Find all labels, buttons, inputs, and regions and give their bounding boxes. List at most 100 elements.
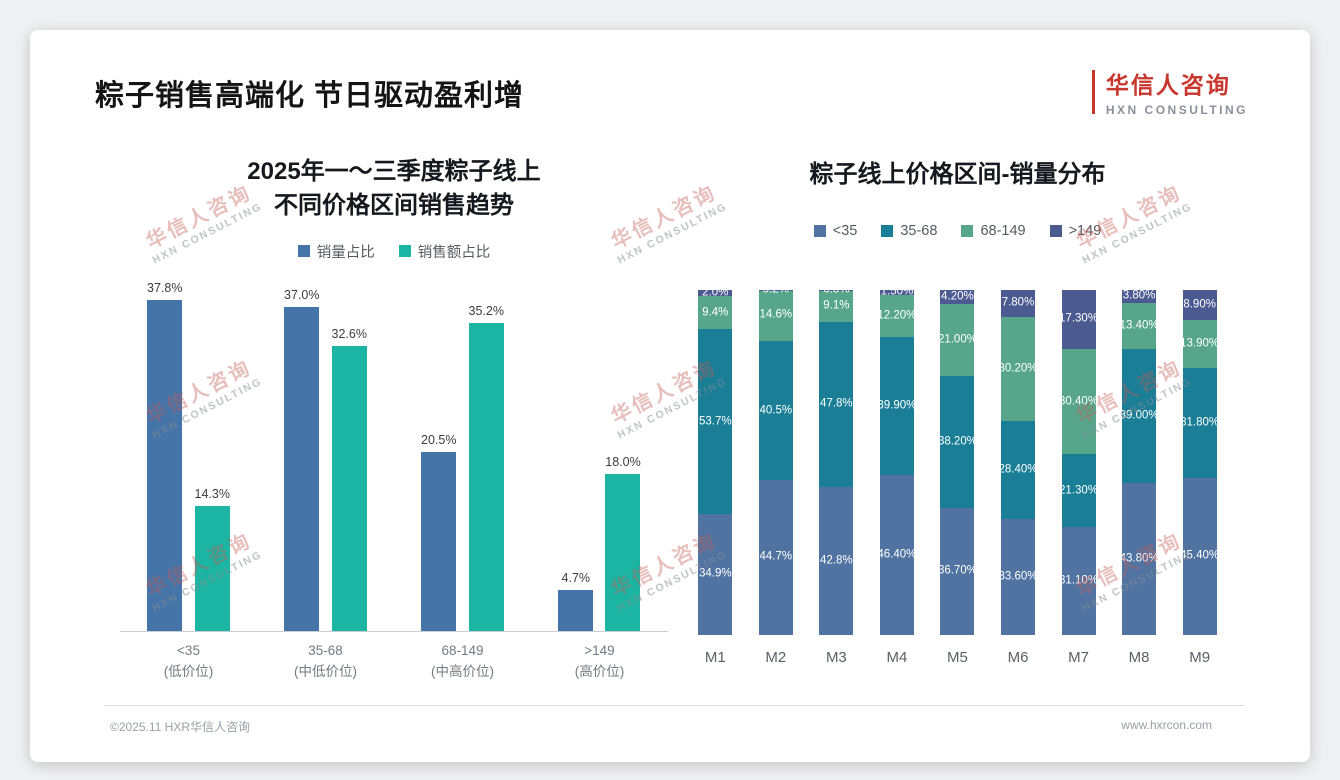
stack-segment: 28.40% [998,420,1038,519]
stack-segment: 0.2% [758,284,793,295]
brand-logo: 华信人咨询 HXN CONSULTING [1091,66,1248,117]
stack-segment: 1.50% [879,286,914,297]
stacked-bar: 43.80% 39.00% 13.40% 3.80% [1119,289,1159,635]
stacked-bar-cell: 44.7% 40.5% 14.6% 0.2% [746,284,807,635]
segment-value-label: 13.90% [1180,337,1220,350]
legend-label: >149 [1068,222,1102,239]
stack-segment: 44.7% [758,480,793,635]
x-axis-label: M8 [1128,648,1150,666]
x-axis-label: <35 (低价位) [120,641,257,683]
bar-group: 37.0% 32.6% [257,288,394,632]
bar-value-label: 20.5% [421,432,457,447]
legend-item: <35 [813,223,857,239]
stack-segment: 3.80% [1122,289,1157,303]
stack-segment: 31.10% [1059,527,1098,635]
segment-value-label: 12.20% [877,309,917,322]
legend-item: 35-68 [881,223,937,239]
segment-value-label: 30.40% [1059,394,1099,407]
stacked-bar-cell: 42.8% 47.8% 9.1% 0.3% [806,284,867,635]
bar [147,300,183,632]
stacked-bar-cell: 34.9% 53.7% 9.4% 2.0% [685,287,746,635]
stack-segment: 45.40% [1180,477,1220,635]
stacked-bar: 34.9% 53.7% 9.4% 2.0% [698,287,733,635]
x-axis-label: >149 (高价位) [531,641,668,683]
left-chart-title: 2025年一～三季度粽子线上 不同价格区间销售趋势 [120,155,668,222]
stack-segment: 0.3% [819,284,854,295]
x-axis-label: M3 [825,648,847,666]
stack-segment: 30.40% [1059,349,1099,454]
stack-segment: 34.9% [698,514,733,635]
logo-accent-bar [1091,69,1095,114]
segment-value-label: 0.2% [762,283,789,296]
left-chart-title-line2: 不同价格区间销售趋势 [274,191,514,219]
legend-item: 68-149 [961,223,1026,239]
segment-value-label: 44.7% [759,550,793,563]
stack-segment: 13.90% [1180,320,1220,369]
segment-value-label: 0.3% [823,283,850,296]
x-axis-label: M7 [1068,648,1089,666]
logo-text-block: 华信人咨询 HXN CONSULTING [1106,66,1248,117]
stacked-bar-cell: 45.40% 31.80% 13.90% 8.90% [1169,289,1230,635]
bar-wrap: 4.7% [558,571,594,632]
segment-value-label: 30.20% [998,361,1038,374]
x-axis-label: 35-68 (中低价位) [257,641,394,683]
stack-segment: 9.4% [698,296,733,329]
stack-segment: 53.7% [698,328,733,515]
x-axis-note: (中低价位) [294,664,357,680]
stack-segment: 7.80% [1001,289,1035,317]
bar-wrap: 32.6% [332,327,367,632]
stacked-bar-cell: 31.10% 21.30% 30.40% 17.30% [1048,289,1109,635]
stack-segment: 36.70% [938,508,977,635]
segment-value-label: 14.6% [759,308,793,321]
segment-value-label: 31.80% [1180,416,1220,429]
bar [194,506,230,632]
segment-value-label: 3.80% [1122,289,1156,302]
segment-value-label: 42.8% [820,554,853,567]
stack-segment: 33.60% [998,518,1038,635]
bar-group: 37.8% 14.3% [120,281,257,632]
bar-value-label: 35.2% [468,304,504,319]
stacked-bar: 44.7% 40.5% 14.6% 0.2% [758,284,793,635]
segment-value-label: 17.30% [1059,312,1099,325]
bar-value-label: 14.3% [194,487,230,502]
stack-segment: 43.80% [1120,483,1159,635]
footer: ©2025.11 HXR华信人咨询 www.hxrcon.com [110,718,1212,735]
segment-value-label: 46.40% [877,547,917,560]
x-axis-category: >149 [584,643,615,659]
legend-swatch [398,245,411,258]
segment-value-label: 28.40% [998,462,1038,475]
stack-segment: 14.6% [758,290,793,341]
stack-segment: 40.5% [758,340,793,481]
segment-value-label: 33.60% [998,569,1038,582]
stack-segment: 8.90% [1182,289,1217,321]
right-chart-plot: 34.9% 53.7% 9.4% 2.0% 44.7% 40.5% 14.6% 0.2% 42.… [685,284,1230,635]
stack-segment: 39.00% [1119,348,1159,484]
bar-value-label: 4.7% [561,571,591,586]
segment-value-label: 45.40% [1180,549,1220,562]
legend-swatch [813,224,826,237]
segment-value-label: 40.5% [759,403,793,416]
page-title: 粽子销售高端化 节日驱动盈利增 [95,80,525,112]
stack-segment: 4.20% [940,289,975,305]
copyright-text: ©2025.11 HXR华信人咨询 [110,720,250,734]
left-grouped-bar-chart: 2025年一～三季度粽子线上 不同价格区间销售趋势 销量占比 销售额占比 37.8… [120,155,668,683]
left-chart-x-axis: <35 (低价位) 35-68 (中低价位) 68-149 (中高价位) >149 (高价位) [120,641,668,683]
x-axis-category: 68-149 [441,643,484,659]
bar-value-label: 37.8% [147,281,183,296]
left-chart-x-axis-line [120,631,668,633]
segment-value-label: 9.4% [702,305,729,318]
stacked-bar-cell: 46.40% 39.90% 12.20% 1.50% [867,286,928,635]
logo-brand-name: 华信人咨询 [1105,72,1231,98]
stack-segment: 9.1% [819,290,854,323]
stacked-bar: 36.70% 38.20% 21.00% 4.20% [938,289,977,635]
stacked-bar: 42.8% 47.8% 9.1% 0.3% [819,284,854,635]
bar-wrap: 37.8% [147,281,183,632]
segment-value-label: 7.80% [1001,296,1035,309]
bar [605,473,641,632]
stack-segment: 31.80% [1180,368,1220,478]
stack-segment: 12.20% [877,294,917,337]
left-chart-legend: 销量占比 销售额占比 [120,236,668,266]
segment-value-label: 39.00% [1119,409,1159,422]
slide-card: 粽子销售高端化 节日驱动盈利增 华信人咨询 HXN CONSULTING 202… [30,30,1310,762]
x-axis-label: M2 [765,648,787,666]
